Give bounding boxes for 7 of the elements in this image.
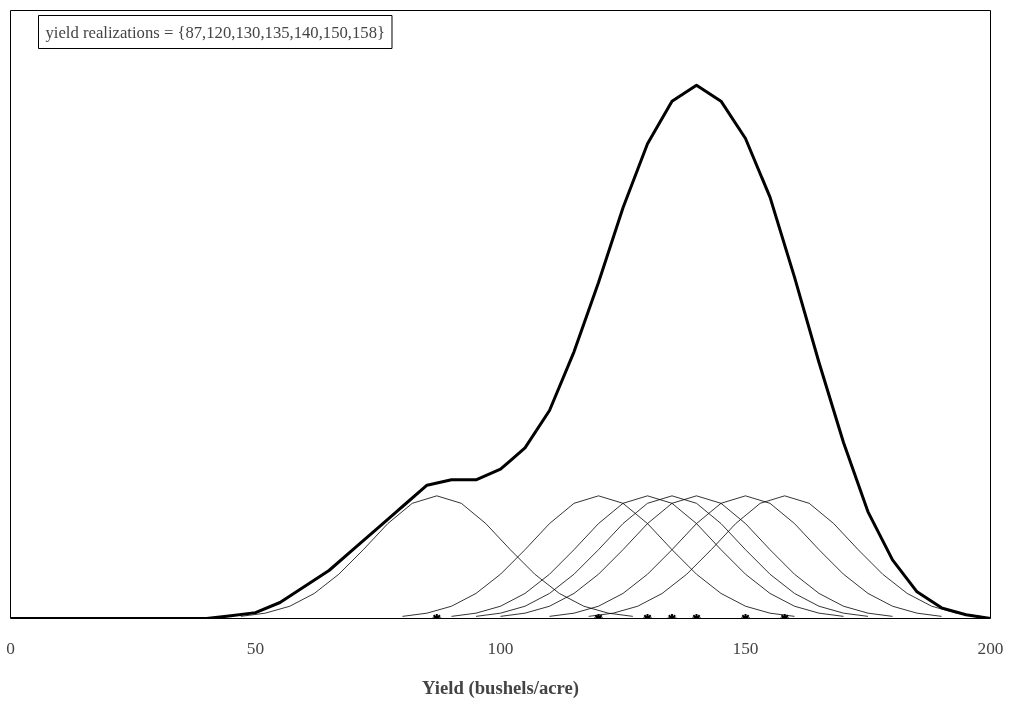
x-tick-label: 0 xyxy=(6,638,15,658)
text: yield realizations = {87,120,130,135,140,150,158} xyxy=(45,22,385,42)
x-tick-label: 50 xyxy=(246,638,265,658)
x-tick-label: 100 xyxy=(487,638,514,658)
x-axis-title: Yield (bushels/acre) xyxy=(421,676,580,699)
x-tick-label: 150 xyxy=(732,638,759,658)
x-tick-label: 200 xyxy=(977,638,1004,658)
